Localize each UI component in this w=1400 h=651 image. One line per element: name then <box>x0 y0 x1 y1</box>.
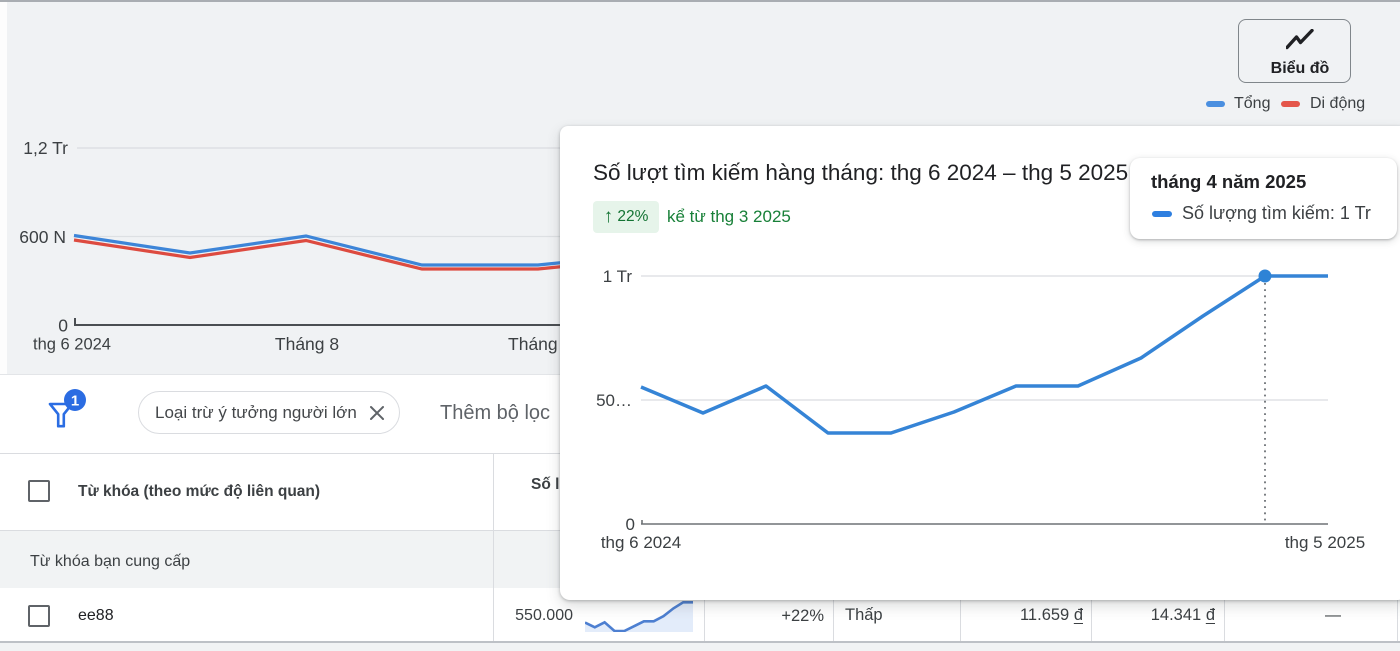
svg-text:Tháng 8: Tháng 8 <box>275 334 339 354</box>
svg-text:thg 5 2025: thg 5 2025 <box>1285 533 1365 552</box>
svg-text:0: 0 <box>626 515 635 534</box>
svg-text:600 N: 600 N <box>19 227 66 247</box>
svg-text:50…: 50… <box>596 391 632 410</box>
svg-text:thg 6 2024: thg 6 2024 <box>601 533 681 552</box>
svg-text:thg 6 2024: thg 6 2024 <box>33 336 111 354</box>
svg-text:0: 0 <box>58 316 68 336</box>
svg-text:1: 1 <box>71 393 79 410</box>
svg-text:1 Tr: 1 Tr <box>603 267 633 286</box>
svg-text:1,2 Tr: 1,2 Tr <box>23 138 68 158</box>
